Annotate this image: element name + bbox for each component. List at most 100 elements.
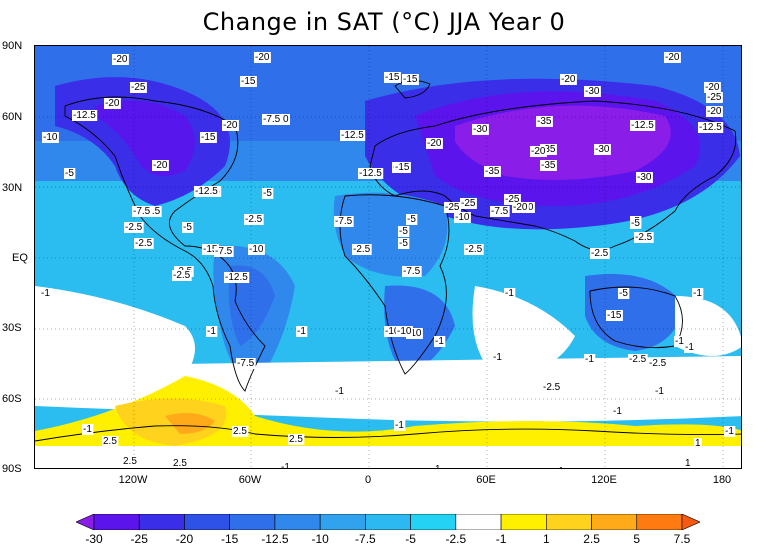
colorbar-tick-label: -25 (130, 532, 148, 546)
contour-label: -20 (255, 52, 270, 63)
contour-label-box (484, 166, 501, 177)
contour-label: 2.5 (233, 426, 247, 437)
contour-label: -1 (555, 466, 564, 469)
contour-label: -12.5 (699, 122, 722, 133)
colorbar-tick-label: 2.5 (583, 532, 600, 546)
contour-label-box (398, 238, 410, 249)
colorbar-swatch (455, 514, 502, 530)
contour-label-box (214, 246, 234, 257)
contour-label-box (674, 336, 686, 347)
lat-label-90s: 90S (2, 463, 22, 475)
contour-label: -2.5 (543, 382, 561, 393)
contour-label: -1 (505, 288, 514, 299)
contour-label: -7.5 (237, 358, 255, 369)
field-neutral-east-pacific (35, 286, 195, 381)
contour-label: -7.5 (215, 246, 233, 257)
contour-label-box (630, 120, 656, 131)
contour-label-box (240, 76, 257, 87)
colorbar-arrow-low (76, 514, 95, 530)
contour-label: -1 (83, 424, 92, 435)
contour-label-box (244, 214, 264, 225)
contour-label: 1 (659, 468, 665, 469)
lat-label-60n: 60N (2, 111, 23, 123)
contour-label-box (584, 86, 601, 97)
lon-label-60w: 60W (238, 474, 262, 486)
contour-label: -30 (637, 172, 652, 183)
contour-label: -25 (461, 198, 476, 209)
contour-label: -30 (585, 86, 600, 97)
temperature-map: -20 -20 -20-20-25-15 -15 -15 -20-30-20-25-12.… (35, 46, 741, 469)
contour-label: -7.5 (491, 206, 509, 217)
colorbar-swatch (365, 514, 411, 530)
contour-label: -1 (281, 462, 290, 469)
contour-label-box (134, 238, 154, 249)
contour-label-box (704, 82, 721, 93)
contour-label-box (200, 132, 217, 143)
contour-label: -25 (505, 194, 520, 205)
contour-label-box (82, 424, 94, 435)
contour-label: -1 (41, 288, 50, 299)
contour-label: -1 (613, 406, 622, 417)
field-antarctic-hotspot (165, 412, 215, 434)
contour-label-box (142, 206, 162, 217)
contour-label: -30 (473, 124, 488, 135)
contour-label-box (492, 352, 504, 363)
contour-label-box (340, 130, 366, 141)
contour-label-box (194, 186, 220, 197)
lat-label-90n: 90N (2, 40, 23, 52)
contour-label: -15 (201, 132, 216, 143)
contour-label-box (590, 248, 610, 259)
contour-label-box (426, 138, 443, 149)
contour-label: -1 (435, 336, 444, 347)
contour-label-box (444, 202, 461, 213)
lat-label-eq: EQ (12, 252, 28, 264)
contour-label-box (554, 466, 566, 468)
contour-label-box (630, 218, 642, 229)
contour-label: -12.5 (359, 168, 382, 179)
contour-label: -10 (249, 244, 264, 255)
lat-label-30s: 30S (2, 322, 22, 334)
contour-label-box (694, 438, 702, 449)
contour-label-box (664, 52, 681, 63)
contour-label: 2.5 (123, 456, 137, 467)
map-panel: -20 -20 -20 -20 -25 -15 -15 -15 -20 -30 -20 -25 -12.… (34, 45, 742, 469)
contour-label-box (124, 222, 144, 233)
contour-label-box (334, 216, 354, 227)
contour-label-box (504, 194, 521, 205)
contour-label-box (612, 406, 624, 417)
contour-label: -2.5 (635, 232, 653, 243)
contour-label: -2.5 (353, 244, 371, 255)
contour-label: 2.5 (289, 434, 303, 445)
contour-label-box (262, 188, 274, 199)
contour-label-box (384, 326, 401, 337)
lon-label-180: 180 (712, 474, 732, 486)
contour-label: -7.5 (143, 206, 161, 217)
map-title: Change in SAT (°C) JJA Year 0 (202, 8, 566, 36)
contour-label-box (540, 160, 557, 171)
contour-label: -20 (113, 54, 128, 65)
contour-label-box (530, 146, 547, 157)
contour-label: -7.5 0 (263, 114, 289, 125)
contour-label: -10 (455, 212, 470, 223)
contour-label: -5 (619, 288, 628, 299)
contour-label-box (358, 168, 384, 179)
contour-label-box (434, 464, 442, 468)
contour-label: -35 (541, 144, 556, 155)
contour-label-box (202, 244, 219, 255)
contour-label-box (490, 206, 510, 217)
coastline-americas (64, 96, 266, 392)
coastline-antarctica (35, 425, 741, 442)
contour-label-box (64, 168, 76, 179)
contour-label: -2.5 (465, 244, 483, 255)
contour-label-box (684, 458, 692, 468)
contour-label-box (384, 72, 401, 83)
contour-label-box (724, 426, 736, 437)
contour-label-box (618, 288, 630, 299)
contour-label: -12.5 (631, 120, 654, 131)
contour-label: -25 (707, 92, 722, 103)
contour-label: -2.5 (245, 214, 263, 225)
contour-label: 1 (685, 458, 691, 469)
contour-label-box (706, 92, 723, 103)
contour-label: -1 (207, 326, 216, 337)
colorbar-tick-label: -7.5 (355, 532, 376, 546)
